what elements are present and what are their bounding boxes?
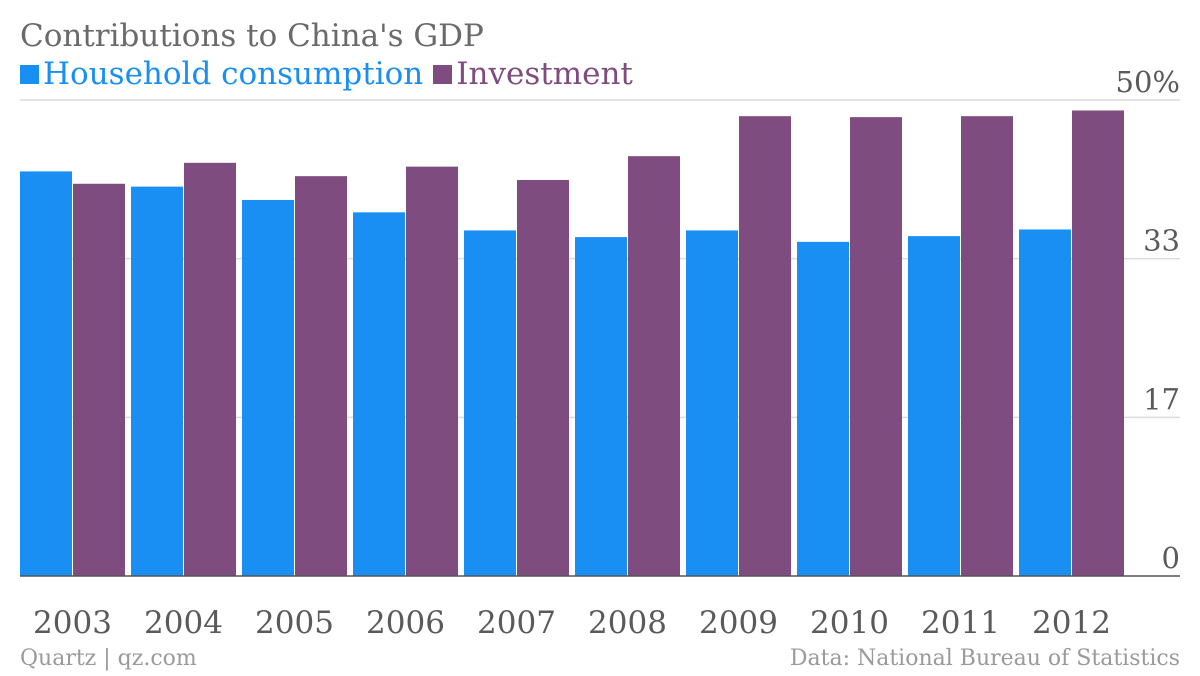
bar (797, 241, 849, 576)
y-tick-label: 50% (1116, 65, 1180, 99)
bar (73, 183, 125, 576)
x-tick-label: 2008 (588, 605, 667, 641)
x-tick-label: 2007 (477, 605, 556, 641)
bar (406, 166, 458, 576)
x-tick-label: 2009 (699, 605, 778, 641)
bar (1072, 110, 1124, 577)
bar (850, 117, 902, 577)
x-tick-label: 2010 (810, 605, 889, 641)
bar (295, 176, 347, 576)
y-tick-label: 17 (1143, 382, 1180, 416)
bar (686, 230, 738, 576)
bar (961, 116, 1013, 577)
x-tick-label: 2012 (1032, 605, 1111, 641)
bar (20, 171, 72, 576)
x-tick-label: 2003 (33, 605, 112, 641)
x-tick-label: 2005 (255, 605, 334, 641)
bar (131, 186, 183, 576)
bar (739, 116, 791, 577)
bar (353, 212, 405, 576)
chart-title: Contributions to China's GDP (20, 18, 484, 54)
bar (242, 199, 294, 576)
legend-swatch-investment (433, 64, 453, 84)
x-tick-label: 2011 (921, 605, 1000, 641)
legend-item-household: Household consumption (20, 56, 423, 92)
bar (517, 179, 569, 576)
y-tick-label: 0 (1162, 541, 1180, 575)
legend-item-investment: Investment (433, 56, 633, 92)
legend-label-investment: Investment (456, 56, 633, 92)
footer-credit: Quartz | qz.com (20, 646, 197, 671)
y-tick-label: 33 (1143, 224, 1180, 258)
x-tick-label: 2004 (144, 605, 223, 641)
x-tick-label: 2006 (366, 605, 445, 641)
bar (1019, 229, 1071, 577)
bar (184, 162, 236, 576)
footer-source: Data: National Bureau of Statistics (789, 646, 1180, 671)
bar (575, 237, 627, 576)
bar (628, 156, 680, 576)
bar (908, 236, 960, 577)
bar (464, 230, 516, 576)
legend-label-household: Household consumption (43, 56, 424, 92)
legend: Household consumption Investment (20, 56, 643, 92)
legend-swatch-household (20, 64, 39, 84)
